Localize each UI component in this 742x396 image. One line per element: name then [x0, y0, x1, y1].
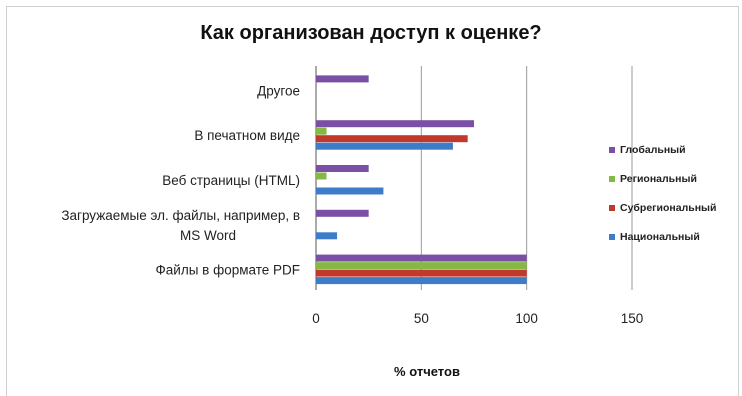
legend-swatch [609, 234, 615, 240]
legend-swatch [609, 147, 615, 153]
bar [316, 209, 369, 217]
category-label: Загружаемые эл. файлы, например, в [61, 208, 300, 223]
bar [316, 262, 527, 270]
legend-label: Субрегиональный [620, 202, 716, 214]
category-label: В печатном виде [194, 128, 300, 143]
category-label: Веб страницы (HTML) [162, 173, 300, 188]
bar [316, 172, 327, 180]
bar [316, 269, 527, 277]
x-tick-label: 0 [312, 311, 320, 326]
bar [316, 165, 369, 172]
category-label: Файлы в формате PDF [156, 263, 300, 278]
x-tick-label: 150 [621, 311, 644, 326]
x-axis-label: % отчетов [394, 364, 460, 379]
category-label: Другое [257, 83, 300, 98]
bar [316, 127, 327, 135]
chart-title: Как организован доступ к оценке? [200, 22, 542, 44]
bar [316, 142, 453, 150]
bar [316, 277, 527, 285]
chart-frame [6, 6, 739, 396]
bar [316, 75, 369, 83]
legend-label: Национальный [620, 231, 700, 243]
legend-label: Глобальный [620, 144, 686, 156]
bar [316, 187, 384, 195]
legend-swatch [609, 176, 615, 182]
bar [316, 120, 474, 128]
category-label: MS Word [180, 228, 236, 243]
bar [316, 232, 338, 240]
legend-swatch [609, 205, 615, 211]
legend-label: Региональный [620, 173, 697, 185]
x-tick-label: 50 [414, 311, 429, 326]
x-tick-label: 100 [515, 311, 538, 326]
bar [316, 135, 468, 143]
bar [316, 254, 527, 262]
